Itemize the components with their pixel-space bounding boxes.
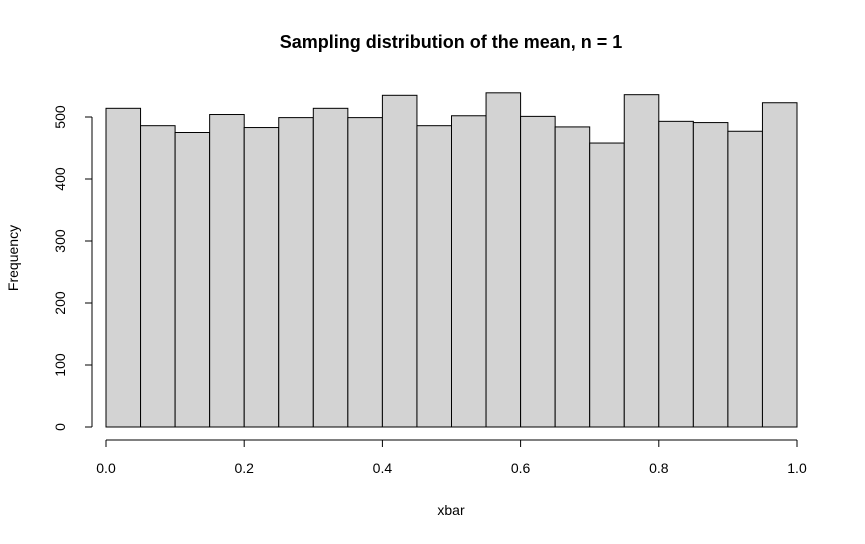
y-tick-label: 100 <box>52 353 68 377</box>
x-axis: 0.0 0.2 0.4 0.6 0.8 1.0 <box>96 439 807 476</box>
y-tick-label: 0 <box>52 423 68 431</box>
histogram-bar <box>658 120 694 428</box>
histogram-bar <box>727 130 763 428</box>
x-tick-label: 0.0 <box>96 460 116 476</box>
histogram-bar <box>278 117 314 428</box>
y-axis: 0 100 200 300 400 500 <box>52 105 93 431</box>
x-tick-label: 0.4 <box>373 460 393 476</box>
x-axis-label: xbar <box>437 502 465 518</box>
histogram-bar <box>451 115 487 428</box>
histogram-bar <box>485 92 522 428</box>
histogram-bar <box>761 102 798 428</box>
x-tick-label: 0.8 <box>649 460 669 476</box>
histogram-bar <box>243 127 280 428</box>
histogram-bar <box>312 107 349 428</box>
bars-group <box>105 92 798 428</box>
histogram-bar <box>381 94 418 428</box>
y-tick-label: 200 <box>52 291 68 315</box>
x-tick-label: 0.6 <box>511 460 531 476</box>
y-tick-label: 400 <box>52 167 68 191</box>
chart-title: Sampling distribution of the mean, n = 1 <box>280 32 623 52</box>
histogram-bar <box>554 126 591 428</box>
y-tick-label: 300 <box>52 229 68 253</box>
histogram-bar <box>209 114 245 428</box>
histogram-bar <box>623 94 660 428</box>
histogram-bar <box>692 122 729 428</box>
y-tick-label: 500 <box>52 105 68 129</box>
histogram-bar <box>520 115 556 428</box>
histogram-bar <box>140 125 176 428</box>
histogram-bar <box>105 107 142 428</box>
x-tick-label: 0.2 <box>234 460 254 476</box>
histogram-bar <box>347 117 383 428</box>
y-axis-label: Frequency <box>5 225 21 291</box>
histogram-bar <box>416 125 453 428</box>
x-tick-label: 1.0 <box>787 460 807 476</box>
histogram-bar <box>589 142 625 428</box>
histogram-bar <box>174 132 211 428</box>
